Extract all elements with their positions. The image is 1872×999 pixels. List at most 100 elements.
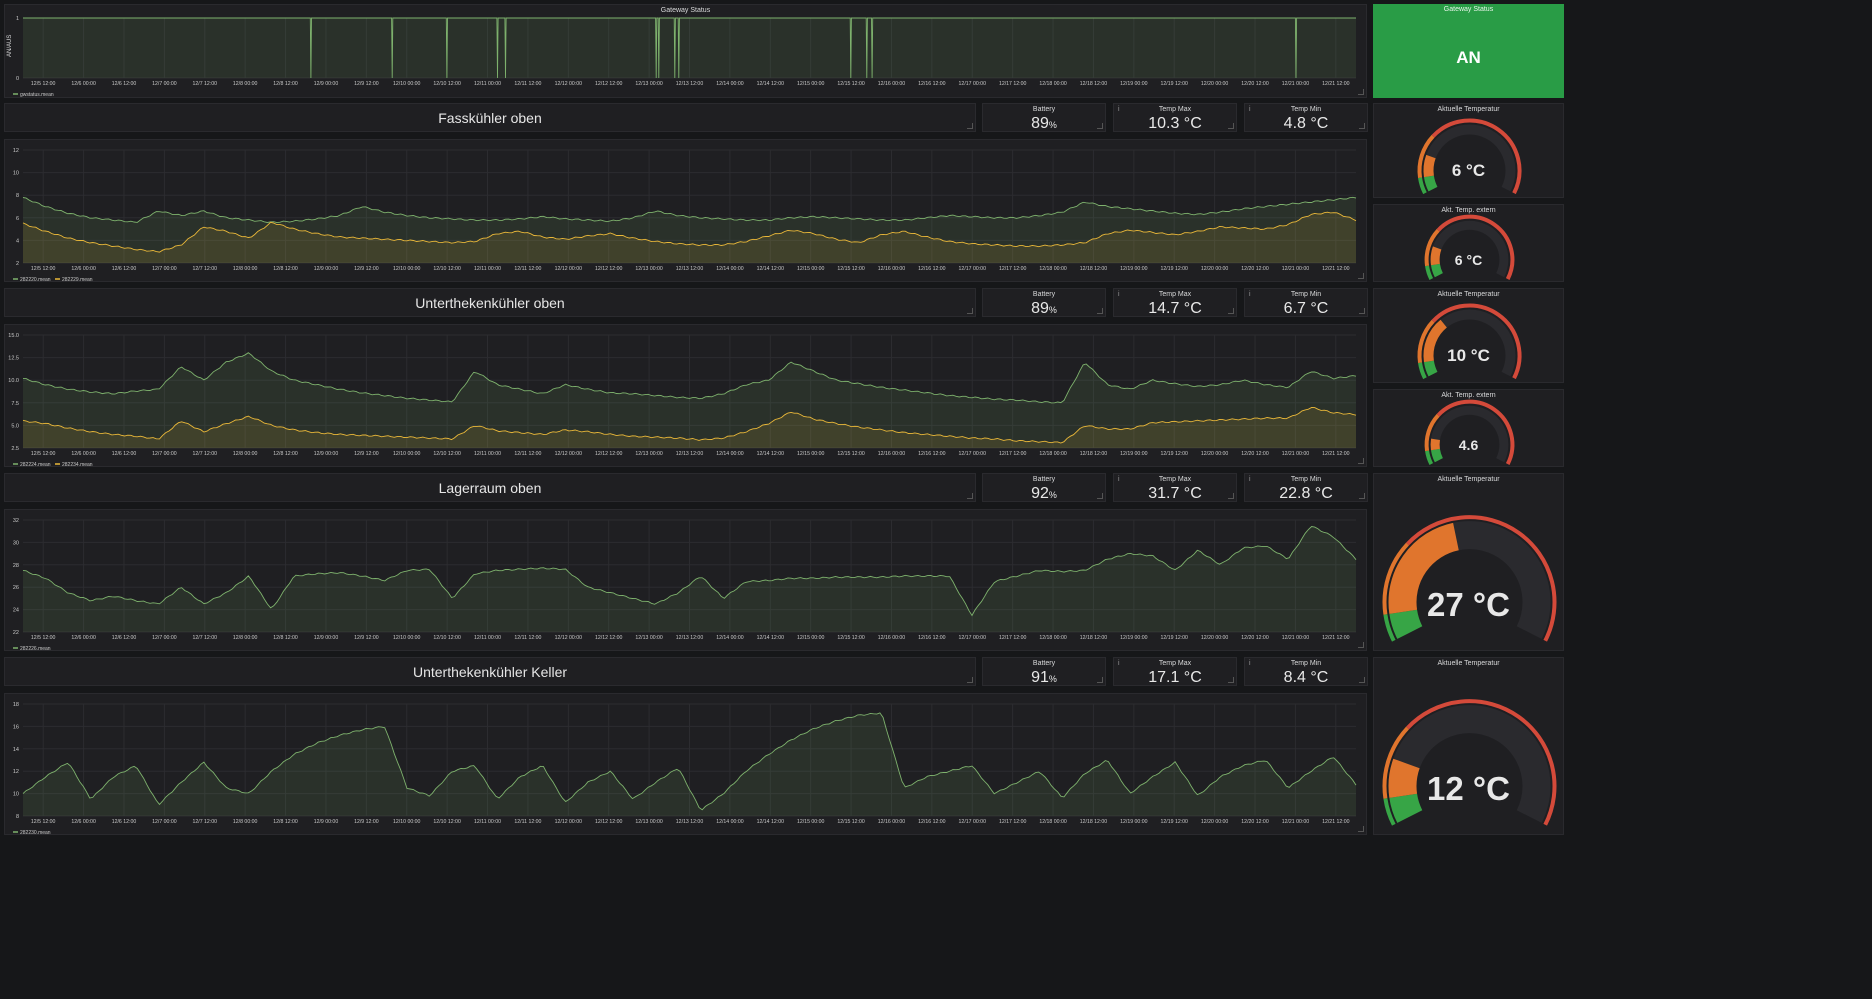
section-3-graph-panel[interactable]: 12/5 12:00 12/6 00:00 12/6 12:00 12/7 00:00… xyxy=(4,509,1367,652)
stat-number: 31.7 °C xyxy=(1148,485,1202,502)
x-tick-label: 12/10 00:00 xyxy=(393,635,421,641)
resize-handle[interactable] xyxy=(1228,123,1234,129)
gateway-graph-panel[interactable]: Gateway Status 12/5 12:00 12/6 00:00 12/6 … xyxy=(4,4,1367,98)
section-4-header-panel[interactable]: Unterthekenkühler Keller xyxy=(4,657,976,686)
section-3-header-panel[interactable]: Lagerraum oben xyxy=(4,473,976,502)
section-3-temp-max-panel[interactable]: Temp Max i 31.7 °C xyxy=(1113,473,1237,502)
x-tick-label: 12/12 12:00 xyxy=(595,451,623,457)
info-icon[interactable]: i xyxy=(1118,660,1120,667)
resize-handle[interactable] xyxy=(1358,273,1364,279)
resize-handle[interactable] xyxy=(1097,123,1103,129)
resize-handle[interactable] xyxy=(1097,677,1103,683)
resize-handle[interactable] xyxy=(1358,826,1364,832)
info-icon[interactable]: i xyxy=(1249,106,1251,113)
resize-handle[interactable] xyxy=(1358,89,1364,95)
resize-handle[interactable] xyxy=(1359,308,1365,314)
resize-handle[interactable] xyxy=(1358,642,1364,648)
section-1-battery-panel[interactable]: Battery 89% xyxy=(982,103,1106,132)
legend-item: 282224.mean xyxy=(13,462,51,468)
x-tick-label: 12/14 12:00 xyxy=(757,635,785,641)
temp-min-value: 6.7 °C xyxy=(1245,300,1367,318)
section-3-battery-panel[interactable]: Battery 92% xyxy=(982,473,1106,502)
gauge-threshold-orange xyxy=(1382,542,1410,615)
resize-handle[interactable] xyxy=(1359,493,1365,499)
x-tick-label: 12/16 12:00 xyxy=(918,635,946,641)
x-tick-label: 12/11 12:00 xyxy=(514,451,541,457)
x-tick-label: 12/15 00:00 xyxy=(797,451,825,457)
resize-handle[interactable] xyxy=(1228,677,1234,683)
x-tick-label: 12/6 00:00 xyxy=(71,451,96,457)
resize-handle[interactable] xyxy=(1097,493,1103,499)
y-tick-label: 12 xyxy=(13,148,19,154)
x-tick-label: 12/12 00:00 xyxy=(555,635,583,641)
resize-handle[interactable] xyxy=(967,308,973,314)
section-2-temp-max-panel[interactable]: Temp Max i 14.7 °C xyxy=(1113,288,1237,317)
section-1-temp-min-panel[interactable]: Temp Min i 4.8 °C xyxy=(1244,103,1368,132)
info-icon[interactable]: i xyxy=(1249,291,1251,298)
x-tick-label: 12/18 12:00 xyxy=(1080,451,1108,457)
section-4-battery-panel[interactable]: Battery 91% xyxy=(982,657,1106,686)
section-1-gauge-extern-panel[interactable]: Akt. Temp. extern 6 °C xyxy=(1373,204,1564,282)
y-tick-label: 15.0 xyxy=(8,333,19,339)
section-1-gauge-panel[interactable]: Aktuelle Temperatur 6 °C xyxy=(1373,103,1564,198)
temp-max-value: 17.1 °C xyxy=(1114,669,1236,687)
info-icon[interactable]: i xyxy=(1118,106,1120,113)
section-3-gauge-panel[interactable]: Aktuelle Temperatur 27 °C xyxy=(1373,473,1564,651)
x-tick-label: 12/10 12:00 xyxy=(433,451,461,457)
temperature-gauge xyxy=(1417,118,1522,195)
series-area xyxy=(23,526,1356,632)
section-3-temp-min-panel[interactable]: Temp Min i 22.8 °C xyxy=(1244,473,1368,502)
x-tick-label: 12/7 12:00 xyxy=(193,266,218,272)
section-2-temp-min-panel[interactable]: Temp Min i 6.7 °C xyxy=(1244,288,1368,317)
x-tick-label: 12/18 12:00 xyxy=(1080,635,1108,641)
x-tick-label: 12/10 00:00 xyxy=(393,81,421,87)
section-2-gauge-panel[interactable]: Aktuelle Temperatur 10 °C xyxy=(1373,288,1564,383)
gateway-status-panel[interactable]: Gateway Status AN xyxy=(1373,4,1564,98)
resize-handle[interactable] xyxy=(1359,677,1365,683)
section-1-graph-panel[interactable]: 12/5 12:00 12/6 00:00 12/6 12:00 12/7 00:00… xyxy=(4,139,1367,283)
x-tick-label: 12/13 12:00 xyxy=(676,451,704,457)
resize-handle[interactable] xyxy=(1228,308,1234,314)
x-tick-label: 12/6 00:00 xyxy=(71,81,96,87)
temperature-gauge xyxy=(1424,399,1515,465)
resize-handle[interactable] xyxy=(1097,308,1103,314)
info-icon[interactable]: i xyxy=(1249,660,1251,667)
panel-title: Gateway Status xyxy=(660,7,711,14)
y-tick-label: 6 xyxy=(16,216,19,222)
x-tick-label: 12/10 00:00 xyxy=(393,819,421,825)
x-tick-label: 12/19 00:00 xyxy=(1120,451,1148,457)
section-4-graph-panel[interactable]: 12/5 12:00 12/6 00:00 12/6 12:00 12/7 00:00… xyxy=(4,693,1367,836)
section-1-header-panel[interactable]: Fasskühler oben xyxy=(4,103,976,132)
info-icon[interactable]: i xyxy=(1118,291,1120,298)
gauge-threshold-red xyxy=(1406,515,1557,642)
section-2-graph-panel[interactable]: 12/5 12:00 12/6 00:00 12/6 12:00 12/7 00:00… xyxy=(4,324,1367,468)
panel-title: Temp Max xyxy=(1158,106,1192,113)
x-tick-label: 12/12 12:00 xyxy=(595,266,623,272)
section-2-gauge-extern-panel[interactable]: Akt. Temp. extern 4.6 xyxy=(1373,389,1564,467)
legend-label: 282220.mean xyxy=(20,277,51,283)
section-1-temp-max-panel[interactable]: Temp Max i 10.3 °C xyxy=(1113,103,1237,132)
resize-handle[interactable] xyxy=(1358,458,1364,464)
stat-number: 4.8 °C xyxy=(1283,115,1329,132)
battery-value: 91% xyxy=(983,669,1105,687)
legend-label: 282230.mean xyxy=(20,830,51,836)
section-4-temp-min-panel[interactable]: Temp Min i 8.4 °C xyxy=(1244,657,1368,686)
section-2-header-panel[interactable]: Unterthekenkühler oben xyxy=(4,288,976,317)
resize-handle[interactable] xyxy=(1228,493,1234,499)
resize-handle[interactable] xyxy=(967,677,973,683)
x-tick-label: 12/18 00:00 xyxy=(1039,819,1067,825)
resize-handle[interactable] xyxy=(967,123,973,129)
resize-handle[interactable] xyxy=(967,493,973,499)
section-4-gauge-panel[interactable]: Aktuelle Temperatur 12 °C xyxy=(1373,657,1564,835)
resize-handle[interactable] xyxy=(1359,123,1365,129)
stat-number: 14.7 °C xyxy=(1148,300,1202,317)
info-icon[interactable]: i xyxy=(1118,476,1120,483)
section-4-temp-max-panel[interactable]: Temp Max i 17.1 °C xyxy=(1113,657,1237,686)
section-2-battery-panel[interactable]: Battery 89% xyxy=(982,288,1106,317)
temperature-gauge xyxy=(1382,699,1557,826)
series-area xyxy=(23,18,1356,78)
info-icon[interactable]: i xyxy=(1249,476,1251,483)
x-tick-label: 12/20 12:00 xyxy=(1241,819,1269,825)
panel-title: Gateway Status xyxy=(1443,6,1494,13)
x-tick-label: 12/19 12:00 xyxy=(1161,451,1189,457)
